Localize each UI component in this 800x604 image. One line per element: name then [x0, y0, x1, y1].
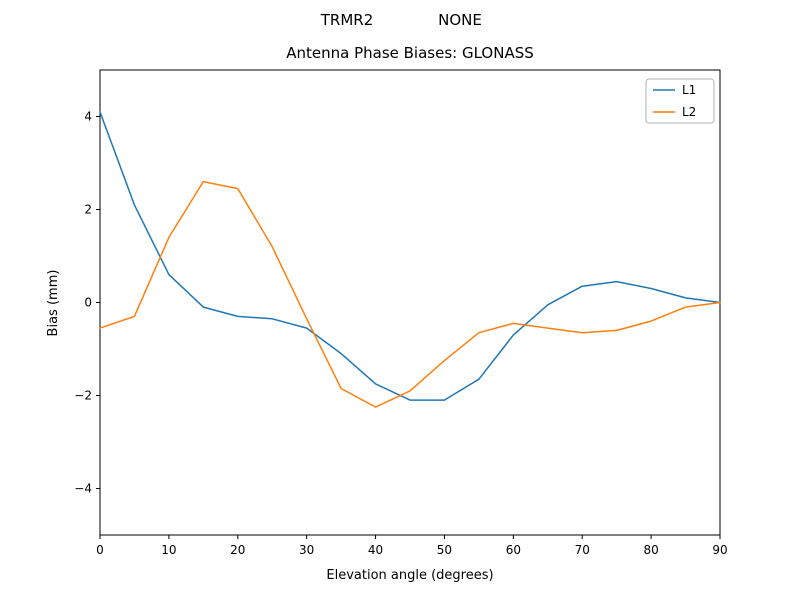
y-tick-label: 0	[84, 296, 92, 310]
y-tick-label: −2	[74, 389, 92, 403]
plot-area	[99, 69, 721, 536]
series-line-l2	[99, 180, 721, 408]
y-axis-label: Bias (mm)	[46, 270, 61, 337]
suptitle-left: TRMR2	[320, 11, 374, 29]
y-tick-label: −4	[74, 482, 92, 496]
x-tick-label: 40	[368, 543, 383, 557]
x-tick-label: 60	[506, 543, 521, 557]
suptitle-right: NONE	[438, 11, 482, 29]
x-tick-label: 20	[230, 543, 245, 557]
legend-box	[645, 78, 715, 124]
x-tick-label: 10	[161, 543, 176, 557]
x-tick-label: 70	[575, 543, 590, 557]
legend-label-l2: L2	[682, 105, 696, 119]
series-line-l1	[99, 111, 721, 401]
chart-title: Antenna Phase Biases: GLONASS	[286, 44, 534, 62]
data-lines	[99, 111, 721, 408]
y-tick-label: 2	[84, 203, 92, 217]
legend-label-l1: L1	[682, 83, 696, 97]
legend: L1 L2	[645, 78, 715, 124]
x-tick-label: 30	[299, 543, 314, 557]
x-tick-label: 50	[437, 543, 452, 557]
x-tick-label: 0	[96, 543, 104, 557]
y-tick-label: 4	[84, 110, 92, 124]
x-axis-label: Elevation angle (degrees)	[326, 568, 493, 583]
x-tick-label: 90	[712, 543, 727, 557]
axis-ticks: 0 10 20 30 40 50 60 70 80 90 −4 −2 0 2 4	[74, 110, 727, 558]
x-tick-label: 80	[643, 543, 658, 557]
